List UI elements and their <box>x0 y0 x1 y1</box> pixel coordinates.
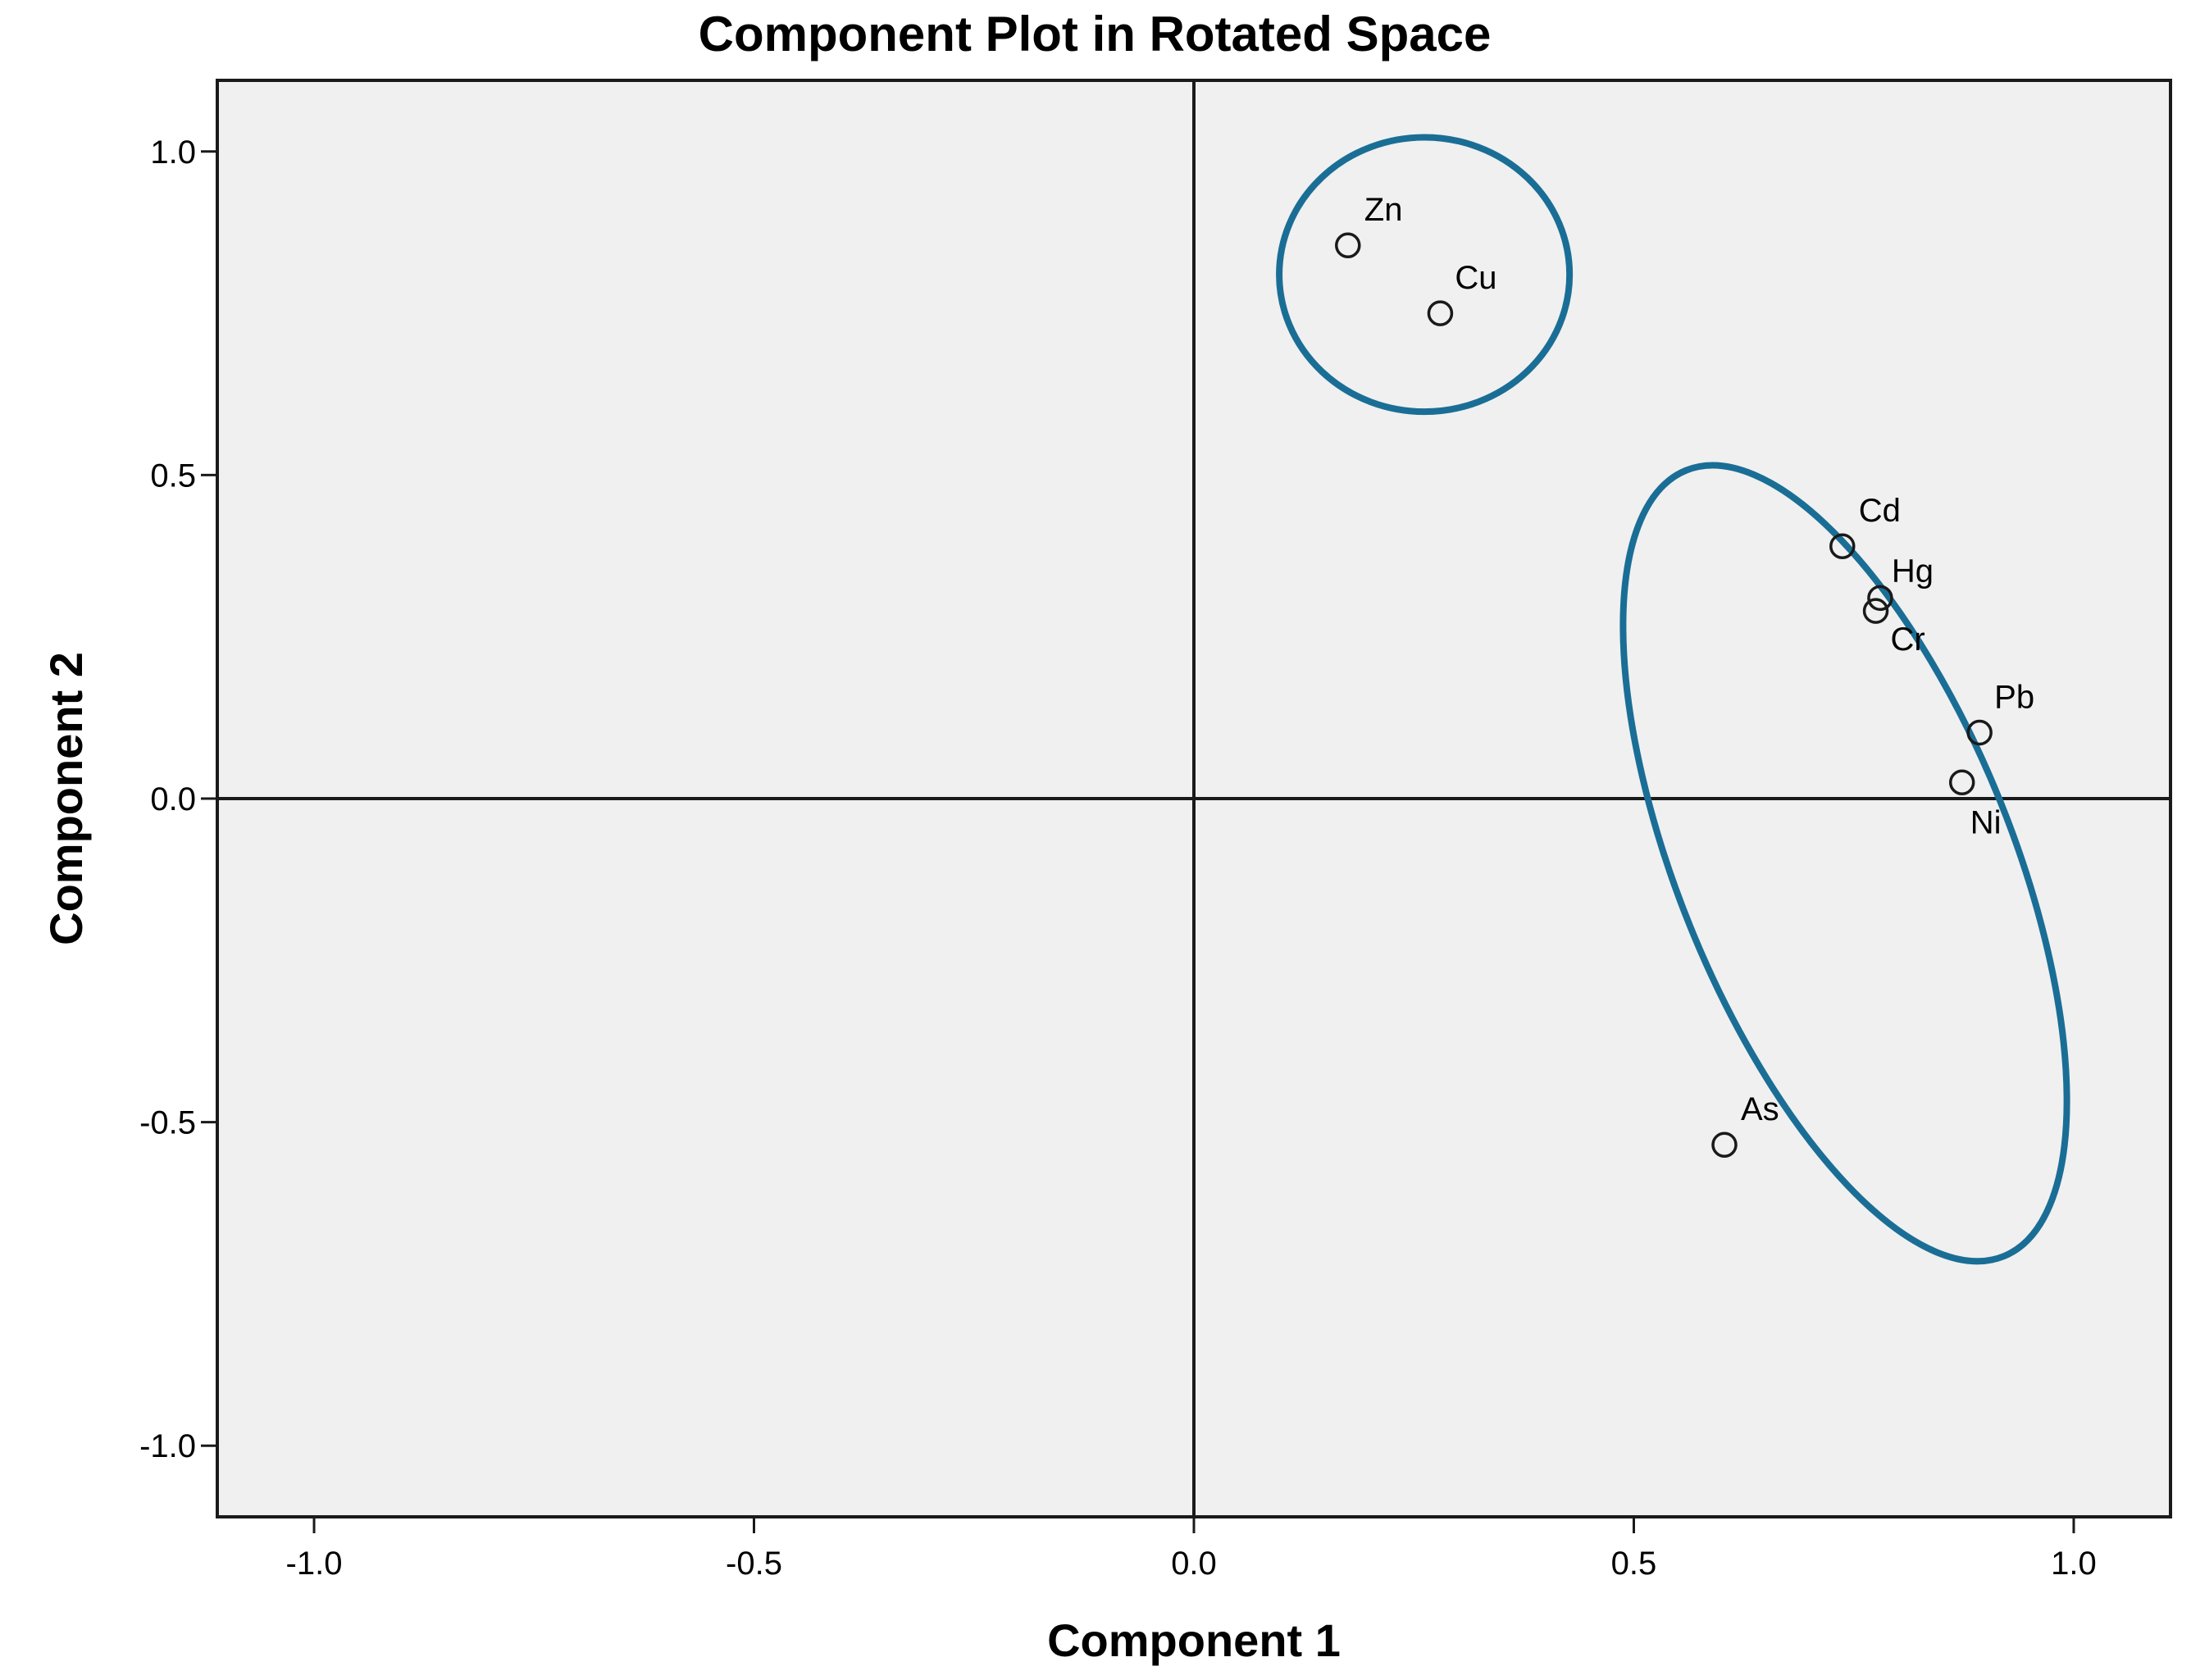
cluster-outline-2 <box>1619 462 2070 1265</box>
point-label-cu: Cu <box>1455 260 1496 296</box>
x-axis-title: Component 1 <box>1047 1614 1341 1666</box>
chart-title: Component Plot in Rotated Space <box>699 7 1492 61</box>
data-points: Zn Cu Cd Hg Cr Pb Ni As <box>1335 192 2034 1158</box>
point-label-pb: Pb <box>1994 680 2034 716</box>
point-hg <box>1867 585 1893 612</box>
group-outlines <box>1276 134 2070 1265</box>
y-tick-label: -1.0 <box>139 1428 196 1464</box>
y-tick-label: 0.0 <box>150 781 196 817</box>
point-label-hg: Hg <box>1892 553 1934 589</box>
point-label-as: As <box>1741 1091 1779 1127</box>
point-cu <box>1427 300 1454 326</box>
point-pb <box>1966 719 1993 746</box>
x-tick-label: 1.0 <box>2051 1546 2097 1582</box>
y-tick-label: 0.5 <box>150 458 196 494</box>
y-axis-title: Component 2 <box>40 652 92 945</box>
point-label-ni: Ni <box>1970 804 2002 840</box>
cluster-outline-1 <box>1276 134 1574 416</box>
x-tick-label: -1.0 <box>286 1546 343 1582</box>
point-label-zn: Zn <box>1364 192 1403 228</box>
x-tick-label: -0.5 <box>726 1546 782 1582</box>
y-tick-label: -0.5 <box>139 1105 196 1141</box>
point-ni <box>1948 769 1975 796</box>
point-cr <box>1862 598 1889 624</box>
x-axis-ticks: -1.0 -0.5 0.0 0.5 1.0 <box>286 1517 2097 1582</box>
y-axis-ticks: 1.0 0.5 0.0 -0.5 -1.0 <box>139 134 217 1464</box>
point-label-cr: Cr <box>1891 621 1925 658</box>
y-tick-label: 1.0 <box>150 134 196 171</box>
point-label-cd: Cd <box>1859 493 1901 529</box>
point-cd <box>1829 533 1856 559</box>
point-zn <box>1335 232 1361 258</box>
reference-lines <box>217 80 2171 1517</box>
x-tick-label: 0.5 <box>1611 1546 1657 1582</box>
point-as <box>1711 1131 1738 1158</box>
x-tick-label: 0.0 <box>1171 1546 1217 1582</box>
